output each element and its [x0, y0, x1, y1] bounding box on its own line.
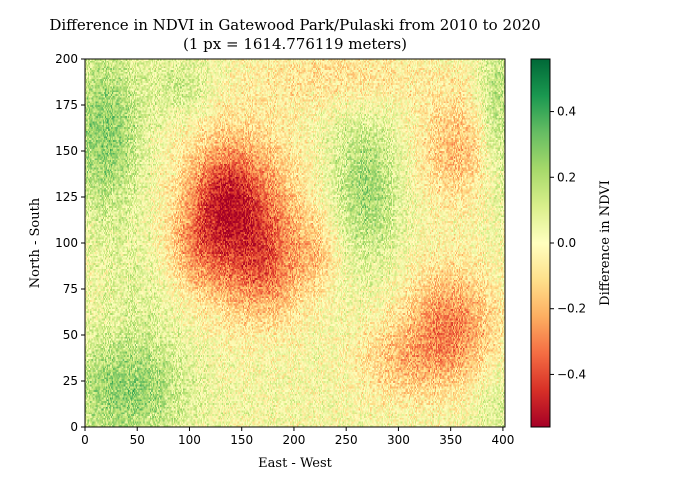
heatmap-raster	[85, 59, 505, 427]
colorbar-gradient	[530, 58, 551, 428]
colorbar-tick-label: −0.4	[557, 367, 586, 381]
x-tick-label: 100	[178, 433, 201, 447]
x-axis: 0 50 100 150 200 250 300 350 400	[81, 427, 514, 447]
x-axis-label: East - West	[258, 456, 332, 471]
heatmap-plot-area	[84, 58, 506, 428]
y-tick-label: 75	[63, 282, 78, 296]
x-tick-label: 400	[491, 433, 514, 447]
x-tick-label: 200	[283, 433, 306, 447]
x-tick-label: 250	[335, 433, 358, 447]
colorbar-label: Difference in NDVI	[598, 180, 613, 306]
y-tick-label: 125	[55, 190, 78, 204]
y-axis: 0 25 50 75 100 125 150 175 200	[55, 52, 85, 434]
x-tick-label: 50	[130, 433, 145, 447]
y-axis-label: North - South	[28, 197, 43, 288]
x-tick-label: 350	[439, 433, 462, 447]
y-tick-label: 50	[63, 328, 78, 342]
x-tick-label: 150	[230, 433, 253, 447]
colorbar-tick-label: 0.2	[557, 170, 576, 184]
chart-subtitle: (1 px = 1614.776119 meters)	[183, 35, 407, 53]
colorbar: −0.4 −0.2 0.0 0.2 0.4 Difference in NDVI	[530, 58, 613, 428]
colorbar-tick-label: −0.2	[557, 302, 586, 316]
colorbar-ticks: −0.4 −0.2 0.0 0.2 0.4	[550, 105, 586, 381]
y-tick-label: 150	[55, 144, 78, 158]
y-tick-label: 175	[55, 98, 78, 112]
colorbar-tick-label: 0.4	[557, 105, 576, 119]
colorbar-tick-label: 0.0	[557, 236, 576, 250]
chart-title: Difference in NDVI in Gatewood Park/Pula…	[49, 16, 540, 34]
y-tick-label: 100	[55, 236, 78, 250]
x-tick-label: 0	[81, 433, 89, 447]
y-tick-label: 0	[70, 420, 78, 434]
x-tick-label: 300	[387, 433, 410, 447]
y-tick-label: 25	[63, 374, 78, 388]
y-tick-label: 200	[55, 52, 78, 66]
